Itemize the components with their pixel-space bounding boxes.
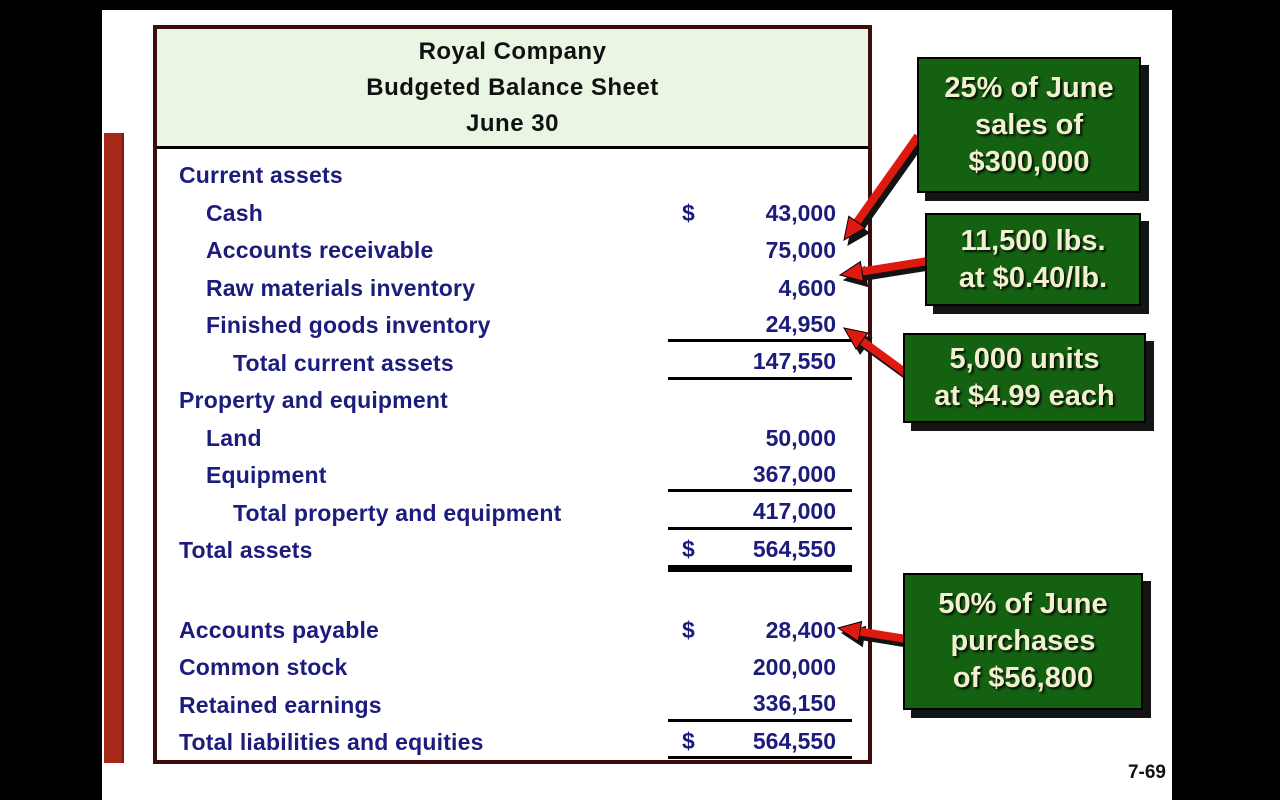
table-row: Current assets <box>157 157 868 195</box>
callout-text: 5,000 units <box>949 343 1100 375</box>
table-row: Total property and equipment 417,000 <box>157 495 868 533</box>
callout-text: $300,000 <box>968 145 1090 178</box>
table-row: Common stock 200,000 <box>157 649 868 687</box>
table-row: Accounts receivable 75,000 <box>157 232 868 270</box>
row-amount: 43,000 <box>765 199 836 226</box>
row-amount: 28,400 <box>765 616 836 643</box>
row-label: Cash <box>206 199 264 226</box>
table-row: Cash $ 43,000 <box>157 195 868 233</box>
row-amount: 24,950 <box>765 310 836 337</box>
row-value: 336,150 <box>668 689 852 722</box>
callout-june-sales: 25% of June sales of $300,000 <box>917 57 1141 193</box>
left-accent-bar <box>104 133 124 763</box>
row-amount: 417,000 <box>752 498 836 525</box>
currency-sign: $ <box>682 616 695 643</box>
callout-finished-goods: 5,000 units at $4.99 each <box>903 333 1146 423</box>
currency-sign: $ <box>682 199 695 226</box>
row-label: Total current assets <box>233 349 454 376</box>
table-row: Total assets $ 564,550 <box>157 532 868 570</box>
row-amount: 200,000 <box>752 654 836 681</box>
balance-sheet-header: Royal Company Budgeted Balance Sheet Jun… <box>157 29 868 149</box>
row-value: 50,000 <box>668 422 852 455</box>
callout-raw-materials: 11,500 lbs. at $0.40/lb. <box>925 213 1141 306</box>
table-row: Finished goods inventory 24,950 <box>157 307 868 345</box>
callout-text: 25% of June <box>944 71 1114 104</box>
row-label: Equipment <box>206 462 327 489</box>
callout-text: sales of <box>975 108 1083 141</box>
callout-text: of $56,800 <box>952 662 1094 694</box>
row-amount: 4,600 <box>778 274 836 301</box>
row-label: Total liabilities and equities <box>179 729 484 756</box>
callout-text: purchases <box>950 625 1096 657</box>
company-name: Royal Company <box>418 38 607 65</box>
row-label: Property and equipment <box>179 387 448 414</box>
currency-sign: $ <box>682 536 695 563</box>
row-value: 200,000 <box>668 651 852 684</box>
balance-sheet-body: Current assets Cash $ 43,000 Accounts re… <box>157 149 868 762</box>
table-row: Raw materials inventory 4,600 <box>157 270 868 308</box>
row-label: Common stock <box>179 654 348 681</box>
row-label: Accounts receivable <box>206 237 434 264</box>
row-label: Accounts payable <box>179 616 380 643</box>
row-value: $ 28,400 <box>668 614 852 647</box>
row-label: Current assets <box>179 162 343 189</box>
table-row: Land 50,000 <box>157 420 868 458</box>
currency-sign: $ <box>682 727 695 754</box>
row-value: 24,950 <box>668 309 852 343</box>
row-amount: 367,000 <box>752 460 836 487</box>
row-value: $ 564,550 <box>668 726 852 760</box>
balance-sheet: Royal Company Budgeted Balance Sheet Jun… <box>153 25 872 764</box>
table-row: Equipment 367,000 <box>157 457 868 495</box>
row-label: Finished goods inventory <box>206 312 491 339</box>
row-amount: 564,550 <box>752 727 836 754</box>
table-row: Retained earnings 336,150 <box>157 687 868 725</box>
row-amount: 50,000 <box>765 424 836 451</box>
row-value: 367,000 <box>668 459 852 493</box>
row-value: 75,000 <box>668 234 852 267</box>
slide-page-number: 7-69 <box>1127 762 1166 783</box>
row-label: Total assets <box>179 537 313 564</box>
table-row: Total liabilities and equities $ 564,550 <box>157 724 868 762</box>
callout-text: 50% of June <box>938 588 1108 620</box>
table-row: Property and equipment <box>157 382 868 420</box>
callout-june-purchases: 50% of June purchases of $56,800 <box>903 573 1143 710</box>
statement-title: Budgeted Balance Sheet <box>366 74 659 101</box>
row-amount: 147,550 <box>752 348 836 375</box>
callout-text: at $4.99 each <box>934 380 1115 412</box>
section-gap <box>157 570 868 612</box>
statement-date: June 30 <box>466 110 559 137</box>
row-label: Total property and equipment <box>233 499 562 526</box>
table-row: Total current assets 147,550 <box>157 345 868 383</box>
row-amount: 336,150 <box>752 690 836 717</box>
callout-text: 11,500 lbs. <box>960 224 1106 257</box>
row-value: $ 564,550 <box>668 534 852 568</box>
row-amount: 75,000 <box>765 237 836 264</box>
row-label: Land <box>206 424 262 451</box>
row-label: Raw materials inventory <box>206 274 476 301</box>
row-amount: 564,550 <box>752 536 836 563</box>
row-value: $ 43,000 <box>668 197 852 230</box>
row-value: 147,550 <box>668 347 852 380</box>
row-value: 4,600 <box>668 272 852 305</box>
callout-text: at $0.40/lb. <box>958 261 1108 294</box>
row-label: Retained earnings <box>179 691 382 718</box>
table-row: Accounts payable $ 28,400 <box>157 612 868 650</box>
row-value: 417,000 <box>668 497 852 530</box>
